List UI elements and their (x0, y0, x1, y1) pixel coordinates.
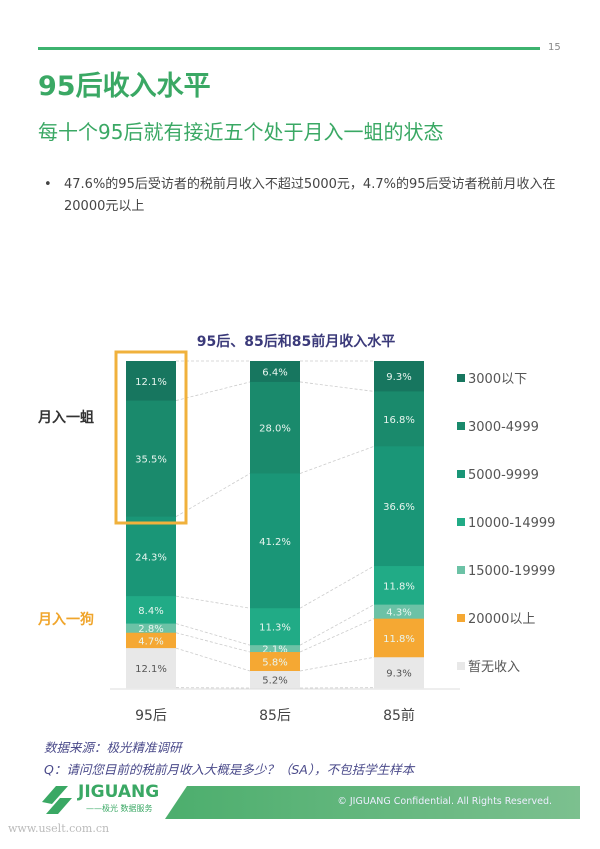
data-label: 9.3% (386, 668, 411, 679)
footer-bar (165, 786, 580, 819)
jiguang-logo-icon (42, 786, 72, 814)
copyright: © JIGUANG Confidential. All Rights Reser… (337, 796, 552, 807)
highlight-box (114, 350, 188, 525)
data-label: 36.6% (383, 502, 415, 513)
bar-segment (374, 361, 424, 392)
legend-label: 3000以下 (468, 372, 527, 387)
category-label: 85后 (259, 708, 291, 724)
connector-line (175, 647, 251, 672)
bar-segment (374, 604, 424, 620)
legend-label: 5000-9999 (468, 468, 539, 483)
bullet-point: • 47.6%的95后受访者的税前月收入不超过5000元，4.7%的95后受访者… (44, 174, 564, 218)
connector-line (175, 595, 251, 609)
data-label: 9.3% (386, 372, 411, 383)
bar-segment (126, 400, 176, 518)
bar-segment (250, 652, 300, 672)
header-rule (38, 47, 540, 50)
connector-line (299, 381, 375, 392)
question-note: Q：请问您目前的税前月收入大概是多少？（SA），不包括学生样本 (44, 762, 415, 777)
bar-segment (126, 648, 176, 689)
bar-segment (250, 670, 300, 689)
annotation-high: 月入一蛆 (38, 410, 94, 426)
page-subtitle: 每十个95后就有接近五个处于月入一蛆的状态 (38, 120, 444, 144)
connector-line (175, 381, 251, 401)
data-label: 12.1% (135, 664, 167, 675)
data-label: 12.1% (135, 377, 167, 388)
logo-subtext: ——极光 数据服务 (86, 804, 153, 813)
data-label: 6.4% (262, 367, 287, 378)
legend-swatch (457, 518, 465, 526)
legend-swatch (457, 566, 465, 574)
legend-label: 15000-19999 (468, 564, 555, 579)
data-label: 11.8% (383, 581, 415, 592)
data-label: 2.8% (138, 624, 163, 635)
connector-line (299, 656, 375, 672)
logo-text: JIGUANG (78, 782, 160, 802)
connector-line (175, 473, 251, 517)
category-label: 85前 (383, 707, 415, 724)
bar-segment (126, 623, 176, 634)
legend-swatch (457, 422, 465, 430)
bar-segment (374, 566, 424, 606)
legend-label: 10000-14999 (468, 516, 555, 531)
legend-label: 3000-4999 (468, 420, 539, 435)
data-label: 4.3% (386, 608, 411, 619)
connector-line (175, 632, 251, 653)
bar-segment (250, 608, 300, 646)
page-number: 15 (548, 42, 561, 53)
connector-line (175, 623, 251, 646)
connector-line (299, 604, 375, 646)
income-chart: 95后、85后和85前月收入水平 12.1% 35.5% 24.3% 8.4% 2.8%… (110, 333, 555, 724)
source-note: 数据来源：极光精准调研 (44, 740, 182, 755)
category-label: 95后 (135, 708, 167, 724)
data-label: 11.3% (259, 623, 291, 634)
data-label: 2.1% (262, 645, 287, 656)
legend-swatch (457, 662, 465, 670)
data-label: 28.0% (259, 424, 291, 435)
bar-segment (250, 645, 300, 653)
data-label: 5.2% (262, 675, 287, 686)
annotation-low: 月入一狗 (38, 612, 94, 628)
data-label: 41.2% (259, 537, 291, 548)
data-label: 11.8% (383, 634, 415, 645)
bar-segment (374, 391, 424, 447)
chart-title: 95后、85后和85前月收入水平 (197, 333, 395, 350)
watermark: www.uselt.com.cn (8, 822, 110, 835)
data-label: 35.5% (135, 455, 167, 466)
bar-segment (374, 446, 424, 567)
connector-line (299, 565, 375, 609)
bar-segment (374, 618, 424, 658)
legend-swatch (457, 470, 465, 478)
bar-segment (250, 473, 300, 609)
legend-swatch (457, 614, 465, 622)
bar-segment (126, 361, 176, 402)
connector-line (299, 445, 375, 474)
legend-label: 20000以上 (468, 612, 535, 627)
bar-segment (126, 516, 176, 597)
data-label: 4.7% (138, 636, 163, 647)
bar-segment (250, 381, 300, 474)
data-label: 5.8% (262, 658, 287, 669)
bar-segment (250, 361, 300, 383)
connector-line (299, 618, 375, 653)
bar-segment (126, 596, 176, 625)
legend-label: 暂无收入 (468, 660, 520, 675)
bar-segment (374, 657, 424, 689)
data-label: 8.4% (138, 606, 163, 617)
page-title: 95后收入水平 (38, 71, 211, 102)
bar-segment (126, 632, 176, 649)
bullet-dot-icon: • (44, 177, 52, 192)
data-label: 24.3% (135, 552, 167, 563)
bullet-text: 47.6%的95后受访者的税前月收入不超过5000元，4.7%的95后受访者税前… (64, 177, 556, 214)
data-label: 16.8% (383, 415, 415, 426)
legend-swatch (457, 374, 465, 382)
